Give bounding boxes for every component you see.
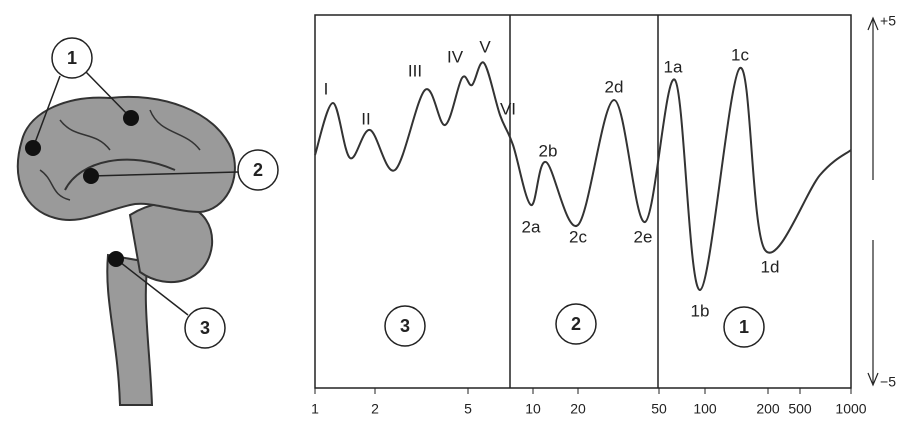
x-tick-label: 20: [570, 401, 586, 417]
pointer-line: [115, 258, 189, 316]
y-axis-label: −5: [880, 374, 896, 390]
peak-label: IV: [447, 47, 464, 66]
x-tick-label: 100: [693, 401, 717, 417]
y-axis-label: +5: [880, 13, 896, 29]
label-circle: [51, 37, 93, 79]
peak-label: II: [361, 109, 370, 128]
pointer-line: [32, 75, 61, 149]
site-label: 1: [67, 48, 77, 68]
peak-label: I: [324, 79, 329, 98]
brain-stem: [106, 253, 154, 406]
sulcus: [39, 109, 201, 201]
site-label: 2: [253, 160, 263, 180]
x-tick-label: 1000: [835, 401, 866, 417]
brain-diagram: 1 2 3: [16, 37, 279, 406]
x-tick-label: 200: [756, 401, 780, 417]
x-tick-label: 2: [371, 401, 379, 417]
region-circle: [723, 306, 765, 348]
pointer-line: [85, 71, 132, 119]
arrowhead: [867, 16, 879, 387]
label-circle: [184, 307, 226, 349]
waveform: [314, 61, 852, 292]
x-tick-label: 5: [464, 401, 472, 417]
peak-label: V: [479, 37, 491, 56]
site-dot: [108, 251, 124, 267]
waveform-plot: +5 −5 1 2 5 10 20 50 100 200 500 1000IIIIIIIVVVI2…: [311, 13, 896, 417]
peak-label: 1a: [664, 57, 683, 76]
x-tick-label: 10: [525, 401, 541, 417]
corpus-callosum: [64, 158, 176, 191]
peak-label: 2d: [605, 77, 624, 96]
peak-label: III: [408, 61, 422, 80]
cerebellum: [128, 201, 214, 284]
peak-label: 2b: [539, 141, 558, 160]
site-dot: [83, 168, 99, 184]
x-tick-label: 1: [311, 401, 319, 417]
peak-label: 1d: [761, 257, 780, 276]
peak-label: 2e: [634, 227, 653, 246]
plot-frame: [314, 14, 852, 389]
x-tick-label: 50: [651, 401, 667, 417]
region-label: 3: [400, 316, 410, 336]
label-circle: [237, 149, 279, 191]
region-circle: [555, 303, 597, 345]
site-dot: [123, 110, 139, 126]
x-tick-label: 500: [788, 401, 812, 417]
region-label: 2: [571, 314, 581, 334]
pointer-line: [90, 171, 239, 177]
peak-label: 2a: [522, 217, 541, 236]
peak-label: VI: [500, 99, 516, 118]
peak-label: 1c: [731, 45, 749, 64]
site-label: 3: [200, 318, 210, 338]
peak-label: 2c: [569, 227, 587, 246]
peak-label: 1b: [691, 301, 710, 320]
region-circle: [384, 305, 426, 347]
region-label: 1: [739, 317, 749, 337]
cerebrum: [16, 95, 236, 221]
site-dot: [25, 140, 41, 156]
